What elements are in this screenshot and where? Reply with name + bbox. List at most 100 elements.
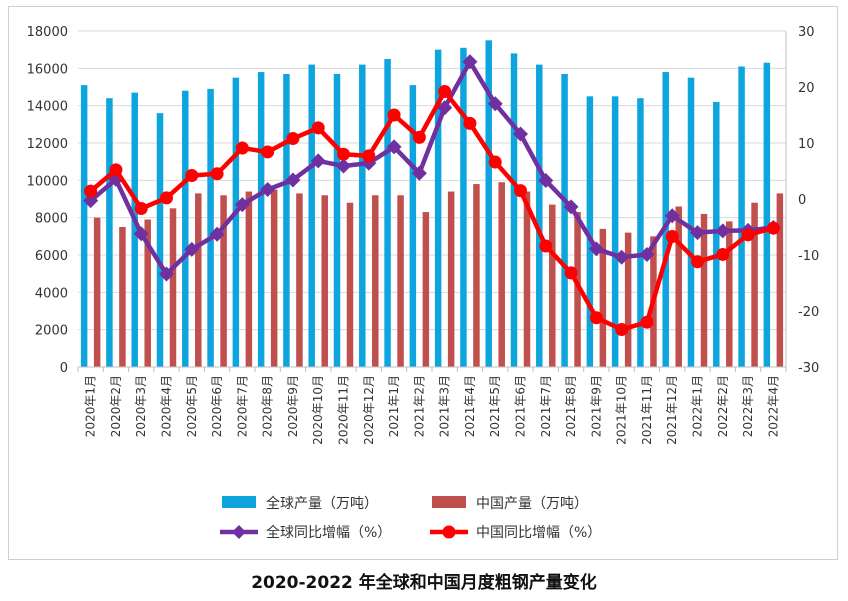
bar-china bbox=[549, 204, 556, 367]
y-left-tick-label: 8000 bbox=[35, 212, 68, 227]
legend-label: 中国产量（万吨） bbox=[476, 496, 588, 512]
figure-caption: 2020-2022 年全球和中国月度粗钢产量变化 bbox=[251, 573, 597, 593]
y-left-tick-label: 0 bbox=[60, 361, 68, 376]
point-china bbox=[210, 167, 224, 181]
x-tick-label: 2021年9月 bbox=[589, 375, 603, 437]
point-china bbox=[716, 247, 730, 261]
legend-swatch bbox=[432, 496, 466, 508]
bar-china bbox=[195, 193, 202, 367]
x-tick-label: 2020年7月 bbox=[235, 375, 249, 437]
legend-marker bbox=[232, 525, 246, 539]
legend-label: 中国同比增幅（%） bbox=[476, 525, 601, 541]
point-global bbox=[664, 208, 680, 224]
x-tick-label: 2020年9月 bbox=[286, 375, 300, 437]
bar-global bbox=[738, 66, 745, 367]
bar-global bbox=[182, 90, 189, 367]
point-china bbox=[463, 116, 477, 130]
point-china bbox=[589, 311, 603, 325]
x-tick-label: 2022年4月 bbox=[766, 375, 780, 437]
point-global bbox=[437, 100, 453, 116]
bar-china bbox=[751, 202, 758, 367]
point-global bbox=[588, 241, 604, 257]
bar-global bbox=[561, 73, 568, 367]
bar-global bbox=[283, 73, 290, 367]
x-tick-label: 2022年3月 bbox=[741, 375, 755, 437]
x-tick-label: 2021年8月 bbox=[564, 375, 578, 437]
bar-global bbox=[687, 77, 695, 368]
bar-china bbox=[397, 195, 404, 367]
bar-series bbox=[80, 40, 784, 368]
bar-china bbox=[776, 193, 784, 367]
x-tick-label: 2021年6月 bbox=[514, 375, 528, 437]
y-left-tick-label: 12000 bbox=[27, 137, 68, 152]
y-right-tick-label: 10 bbox=[798, 137, 815, 152]
point-global bbox=[310, 153, 326, 169]
point-china bbox=[337, 147, 350, 161]
bar-global bbox=[333, 73, 341, 367]
bar-global bbox=[485, 40, 492, 367]
point-global bbox=[184, 241, 200, 257]
bar-global bbox=[384, 59, 391, 367]
point-global bbox=[336, 158, 351, 174]
bar-global bbox=[80, 85, 88, 367]
bar-china bbox=[700, 213, 708, 367]
legend-marker bbox=[442, 525, 456, 539]
point-global bbox=[234, 197, 250, 213]
point-china bbox=[514, 184, 527, 198]
point-china bbox=[539, 239, 553, 253]
bar-global bbox=[637, 98, 644, 367]
point-china bbox=[261, 145, 275, 159]
point-global bbox=[614, 249, 630, 265]
point-global bbox=[260, 181, 276, 197]
chart-frame bbox=[8, 6, 838, 560]
line-series bbox=[83, 54, 781, 336]
point-china bbox=[438, 84, 452, 98]
y-right-tick-label: -30 bbox=[798, 361, 819, 376]
point-china bbox=[766, 221, 780, 235]
x-tick-label: 2021年10月 bbox=[615, 375, 629, 445]
bar-global bbox=[434, 49, 442, 368]
y-right-tick-label: 30 bbox=[798, 25, 815, 40]
point-china bbox=[640, 315, 654, 329]
bar-china bbox=[93, 217, 101, 367]
bar-china bbox=[372, 195, 379, 367]
x-tick-label: 2021年1月 bbox=[387, 375, 401, 437]
point-china bbox=[134, 202, 148, 216]
bar-global bbox=[713, 101, 720, 367]
point-global bbox=[538, 173, 554, 189]
bar-china bbox=[726, 221, 733, 367]
bar-global bbox=[156, 113, 164, 367]
point-china bbox=[160, 191, 173, 205]
x-tick-label: 2021年5月 bbox=[488, 375, 502, 437]
bar-china bbox=[296, 193, 303, 367]
x-tick-label: 2021年11月 bbox=[640, 375, 654, 445]
y-left-tick-label: 2000 bbox=[35, 324, 68, 339]
point-china bbox=[665, 230, 679, 244]
legend-swatch bbox=[222, 496, 256, 508]
y-left-tick-label: 4000 bbox=[35, 286, 68, 301]
x-tick-label: 2021年7月 bbox=[539, 375, 553, 437]
bar-china bbox=[498, 182, 505, 367]
y-left-tick-label: 18000 bbox=[27, 25, 68, 40]
legend-label: 全球产量（万吨） bbox=[266, 495, 378, 512]
y-right-tick-label: -20 bbox=[798, 305, 819, 320]
point-global bbox=[563, 199, 579, 215]
bar-china bbox=[624, 232, 632, 367]
bar-global bbox=[257, 72, 265, 368]
point-china bbox=[185, 168, 199, 182]
point-global bbox=[639, 246, 655, 262]
point-china bbox=[311, 121, 325, 135]
point-global bbox=[285, 172, 301, 188]
bar-china bbox=[346, 202, 354, 367]
point-china bbox=[84, 184, 98, 198]
point-china bbox=[362, 149, 376, 163]
bar-china bbox=[574, 212, 581, 367]
x-tick-label: 2020年3月 bbox=[134, 375, 148, 437]
x-tick-label: 2020年5月 bbox=[185, 375, 199, 437]
point-china bbox=[741, 228, 755, 242]
y-left-tick-label: 16000 bbox=[27, 62, 68, 77]
bar-global bbox=[536, 64, 543, 367]
bar-china bbox=[245, 191, 253, 367]
bar-global bbox=[510, 53, 518, 368]
y-right-tick-label: -10 bbox=[798, 249, 819, 264]
